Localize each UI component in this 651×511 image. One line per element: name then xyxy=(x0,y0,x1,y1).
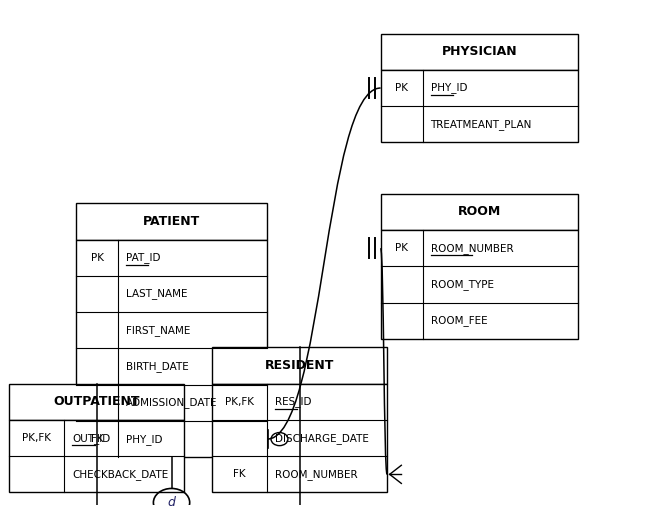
Text: PAT_ID: PAT_ID xyxy=(126,252,160,263)
Text: PK: PK xyxy=(395,243,408,253)
Bar xyxy=(76,240,267,457)
Text: ROOM: ROOM xyxy=(458,205,501,218)
Text: LAST_NAME: LAST_NAME xyxy=(126,289,187,299)
Text: ROOM_NUMBER: ROOM_NUMBER xyxy=(430,243,513,253)
Text: OUT_ID: OUT_ID xyxy=(72,433,110,444)
Text: DISCHARGE_DATE: DISCHARGE_DATE xyxy=(275,433,369,444)
Text: FIRST_NAME: FIRST_NAME xyxy=(126,325,190,336)
Text: CHECKBACK_DATE: CHECKBACK_DATE xyxy=(72,469,169,480)
Bar xyxy=(212,384,387,493)
Text: ROOM_TYPE: ROOM_TYPE xyxy=(430,279,493,290)
Text: ADMISSION_DATE: ADMISSION_DATE xyxy=(126,398,217,408)
Text: FK: FK xyxy=(233,469,246,479)
Text: PATIENT: PATIENT xyxy=(143,215,200,228)
Bar xyxy=(381,230,578,339)
Text: OUTPATIENT: OUTPATIENT xyxy=(53,396,140,408)
Text: BIRTH_DATE: BIRTH_DATE xyxy=(126,361,189,372)
Text: PK: PK xyxy=(395,83,408,93)
Bar xyxy=(212,347,387,384)
Text: RESIDENT: RESIDENT xyxy=(265,359,334,372)
Bar xyxy=(381,34,578,70)
Text: RES_ID: RES_ID xyxy=(275,397,311,407)
Text: PK: PK xyxy=(90,253,104,263)
Bar xyxy=(9,384,184,420)
Text: d: d xyxy=(167,496,176,509)
Text: PK,FK: PK,FK xyxy=(225,397,254,407)
Bar xyxy=(381,194,578,230)
Text: TREATMEANT_PLAN: TREATMEANT_PLAN xyxy=(430,119,532,130)
Bar xyxy=(381,70,578,143)
Text: PHYSICIAN: PHYSICIAN xyxy=(441,45,518,58)
Bar xyxy=(9,420,184,493)
Text: PHY_ID: PHY_ID xyxy=(126,434,162,445)
Text: ROOM_FEE: ROOM_FEE xyxy=(430,315,487,326)
Text: PHY_ID: PHY_ID xyxy=(430,83,467,94)
Text: ROOM_NUMBER: ROOM_NUMBER xyxy=(275,469,357,480)
Bar xyxy=(76,203,267,240)
Text: FK: FK xyxy=(90,434,104,444)
Text: PK,FK: PK,FK xyxy=(22,433,51,443)
